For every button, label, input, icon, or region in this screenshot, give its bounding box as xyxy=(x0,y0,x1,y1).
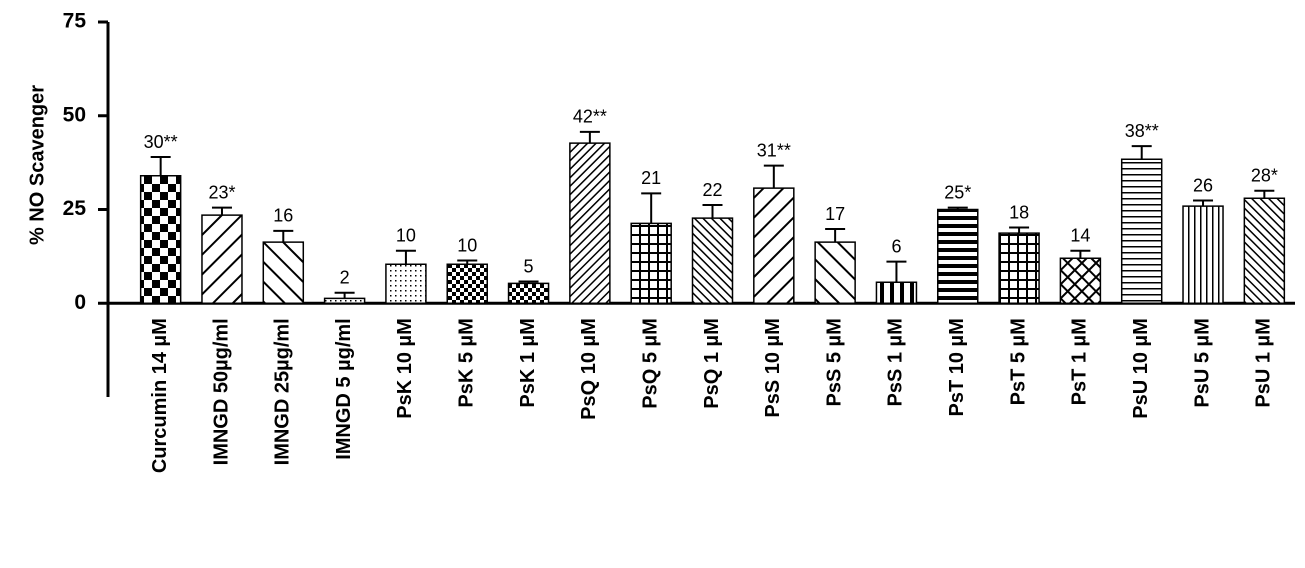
bar xyxy=(262,241,305,304)
bar-label: 17 xyxy=(825,204,845,224)
bar-label: 21 xyxy=(641,168,661,188)
bar-label: 5 xyxy=(524,256,534,276)
bar xyxy=(691,217,734,304)
bar-label: 6 xyxy=(891,236,901,256)
x-tick-label: PsQ 10 µM xyxy=(578,318,600,420)
bar-label: 31** xyxy=(757,140,791,160)
x-tick-label: PsS 1 µM xyxy=(885,318,907,406)
bar-label: 14 xyxy=(1070,226,1090,246)
x-tick-label: IMNGD 25µg/ml xyxy=(272,318,294,465)
x-tick-label: PsQ 5 µM xyxy=(639,318,661,408)
y-tick-label: 25 xyxy=(63,197,87,220)
bar-label: 23* xyxy=(208,182,235,202)
bar xyxy=(630,222,672,304)
bar-label: 38** xyxy=(1125,121,1159,141)
bar-label: 2 xyxy=(340,268,350,288)
bar xyxy=(875,281,918,304)
bar xyxy=(753,187,795,304)
x-tick-label: PsS 5 µM xyxy=(823,318,845,406)
bar-label: 10 xyxy=(457,235,477,255)
bar-label: 25* xyxy=(944,182,971,202)
bar xyxy=(569,142,611,304)
bar xyxy=(139,175,182,304)
bar-label: 22 xyxy=(702,180,722,200)
y-tick-label: 0 xyxy=(74,291,86,314)
y-axis-label: % NO Scavenger xyxy=(26,85,48,245)
bar-label: 10 xyxy=(396,226,416,246)
bar xyxy=(385,263,427,304)
bar xyxy=(937,208,979,304)
x-tick-label: PsS 10 µM xyxy=(762,318,784,417)
bar xyxy=(446,263,488,304)
bar xyxy=(1182,205,1224,304)
bar-label: 26 xyxy=(1193,175,1213,195)
x-tick-label: PsK 10 µM xyxy=(394,318,416,418)
bar xyxy=(998,232,1040,304)
bar xyxy=(1059,257,1102,304)
x-tick-label: Curcumin 14 µM xyxy=(149,318,171,473)
bar xyxy=(1120,158,1163,304)
bar xyxy=(323,297,366,304)
bar-label: 16 xyxy=(273,206,293,226)
bar-label: 30** xyxy=(144,132,178,152)
x-tick-label: PsU 1 µM xyxy=(1253,318,1275,407)
x-tick-label: PsT 10 µM xyxy=(946,318,968,416)
bar-label: 28* xyxy=(1251,166,1278,186)
x-tick-label: IMNGD 50µg/ml xyxy=(210,318,232,465)
y-tick-label: 50 xyxy=(63,103,86,126)
x-tick-label: IMNGD 5 µg/ml xyxy=(333,318,355,460)
bar xyxy=(507,282,550,304)
x-tick-label: PsK 5 µM xyxy=(456,318,478,407)
bar-label: 42** xyxy=(573,107,607,127)
y-tick-label: 75 xyxy=(63,10,87,33)
bar xyxy=(201,214,243,304)
x-tick-label: PsT 1 µM xyxy=(1069,318,1091,405)
x-tick-label: PsK 1 µM xyxy=(517,318,539,407)
bar xyxy=(814,241,856,304)
x-tick-label: PsU 5 µM xyxy=(1191,318,1213,407)
bar xyxy=(1243,197,1286,304)
x-tick-label: PsU 10 µM xyxy=(1130,318,1152,418)
bar-label: 18 xyxy=(1009,202,1029,222)
x-tick-label: PsT 5 µM xyxy=(1007,318,1029,405)
x-tick-label: PsQ 1 µM xyxy=(701,318,723,408)
